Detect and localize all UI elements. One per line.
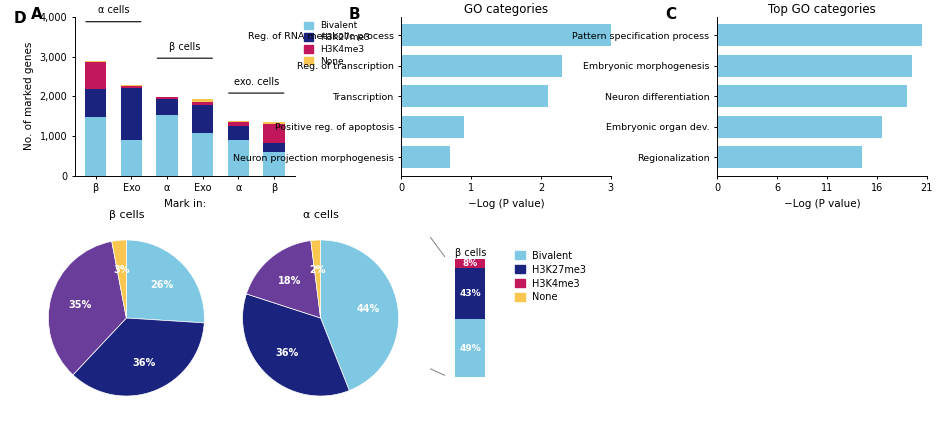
Wedge shape [311,240,321,318]
Text: 26%: 26% [150,280,173,290]
Text: D: D [14,11,26,25]
Bar [121,85,142,86]
Legend: Bivalent, H3K27me3, H3K4me3, None: Bivalent, H3K27me3, H3K4me3, None [303,22,370,66]
Bar [263,124,285,143]
X-axis label: −Log (P value): −Log (P value) [468,199,545,209]
Text: 44%: 44% [357,304,380,314]
Bar [402,55,562,77]
Bar [455,259,486,268]
Title: β cells: β cells [109,210,144,220]
Bar [227,121,249,122]
Bar [156,97,178,98]
Text: 18%: 18% [278,276,301,286]
Bar [227,122,249,126]
Text: 35%: 35% [68,299,92,310]
Bar [402,116,464,138]
X-axis label: −Log (P value): −Log (P value) [783,199,860,209]
Title: GO categories: GO categories [464,3,548,16]
Text: 43%: 43% [460,289,481,298]
Title: Top GO categories: Top GO categories [768,3,876,16]
Bar [227,140,249,176]
Bar [717,85,907,107]
Bar [263,143,285,152]
Title: α cells: α cells [302,210,339,220]
Bar [85,62,107,89]
Bar [192,102,213,105]
Text: A: A [31,8,43,22]
Bar [85,61,107,62]
Bar [121,86,142,88]
Bar [85,117,107,176]
Text: 49%: 49% [460,344,481,353]
Bar [717,116,882,138]
Wedge shape [242,294,349,396]
Wedge shape [73,318,204,396]
Bar [717,146,862,168]
Text: 36%: 36% [133,358,155,368]
Bar [402,85,548,107]
Text: α cells: α cells [97,6,129,15]
Bar [192,133,213,176]
Wedge shape [111,240,126,318]
X-axis label: Mark in:: Mark in: [164,199,206,209]
Bar [263,122,285,124]
Wedge shape [320,240,399,391]
Bar [85,89,107,117]
Bar [121,88,142,140]
Title: β cells: β cells [455,248,486,258]
Bar [455,268,486,319]
Bar [402,146,450,168]
Bar [227,126,249,140]
Bar [717,55,912,77]
Wedge shape [126,240,204,323]
Legend: Bivalent, H3K27me3, H3K4me3, None: Bivalent, H3K27me3, H3K4me3, None [515,251,587,302]
Bar [192,99,213,102]
Bar [717,24,922,46]
Y-axis label: No. of marked genes: No. of marked genes [24,42,34,151]
Bar [192,105,213,133]
Bar [455,319,486,377]
Bar [402,24,610,46]
Bar [263,152,285,176]
Wedge shape [246,240,320,318]
Bar [121,140,142,176]
Text: 8%: 8% [462,259,478,268]
Text: β cells: β cells [169,42,200,52]
Text: 3%: 3% [113,265,130,275]
Wedge shape [49,241,126,375]
Text: 36%: 36% [276,348,300,358]
Text: B: B [349,8,360,22]
Text: 2%: 2% [309,265,326,275]
Text: C: C [665,8,676,22]
Bar [156,100,178,115]
Text: exo. cells: exo. cells [234,77,279,87]
Bar [156,98,178,100]
Bar [156,115,178,176]
